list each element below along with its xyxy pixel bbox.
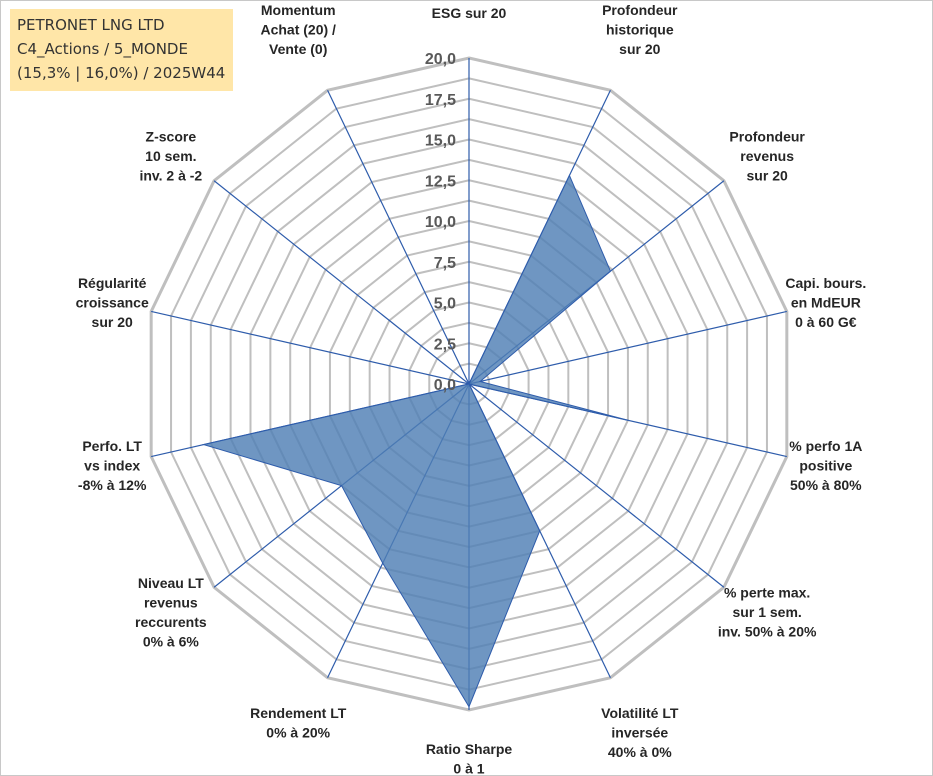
tick-label: 17,5 — [425, 92, 456, 109]
axis-spoke — [468, 310, 787, 385]
axis-label: Ratio Sharpe 0 à 1 — [426, 741, 513, 776]
tick-labels: 0,0 2,5 5,0 7,5 10,0 12,5 15,0 17,5 20,0 — [425, 51, 456, 394]
category-label: C4_Actions / 5_MONDE — [17, 40, 188, 58]
axis-label: Rendement LT 0% à 20% — [250, 705, 347, 741]
tick-label: 0,0 — [434, 377, 456, 394]
axis-label: % perfo 1A positive 50% à 80% — [789, 438, 862, 493]
tick-label: 12,5 — [425, 173, 456, 190]
axis-spoke — [468, 383, 725, 588]
axis-label: Profondeur revenus sur 20 — [729, 128, 805, 183]
axis-label: Niveau LT revenus reccurents 0% à 6% — [135, 575, 207, 650]
axis-label: Régularité croissance sur 20 — [76, 275, 149, 330]
tick-label: 2,5 — [434, 336, 456, 353]
axis-spoke — [151, 310, 470, 385]
axis-label: NoteESG sur 20 — [432, 0, 507, 21]
period-label: (15,3% | 16,0%) / 2025W44 — [17, 64, 226, 82]
axis-label: Z-score 10 sem. inv. 2 à -2 — [139, 128, 202, 183]
axis-label: Momentum Achat (20) / Vente (0) — [260, 2, 336, 57]
tick-label: 10,0 — [425, 214, 456, 231]
data-area — [201, 174, 629, 708]
series-area — [201, 174, 629, 708]
tick-label: 5,0 — [434, 296, 456, 313]
tick-label: 20,0 — [425, 51, 456, 68]
axis-spoke — [327, 90, 470, 385]
axis-label: Perfo. LT vs index -8% à 12% — [78, 438, 147, 493]
axis-label: Capi. bours. en MdEUR 0 à 60 G€ — [785, 275, 866, 330]
axis-label: Volatilité LT inversée 40% à 0% — [601, 705, 679, 760]
axis-label: Profondeur historique sur 20 — [602, 2, 678, 57]
company-name: PETRONET LNG LTD — [17, 16, 165, 34]
tick-label: 15,0 — [425, 133, 456, 150]
title-box: PETRONET LNG LTD C4_Actions / 5_MONDE (1… — [10, 9, 233, 91]
axis-spoke — [213, 180, 470, 385]
tick-label: 7,5 — [434, 255, 456, 272]
axis-label: % perte max. sur 1 sem. inv. 50% à 20% — [718, 585, 817, 640]
